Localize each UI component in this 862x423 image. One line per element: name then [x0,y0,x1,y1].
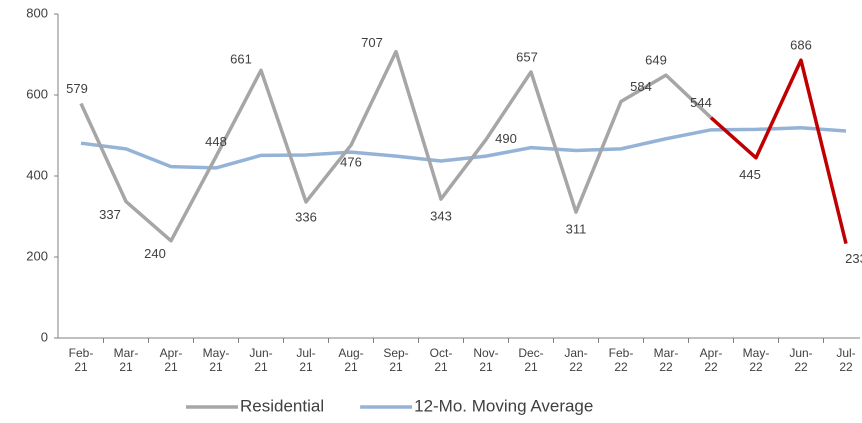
x-tick-label: Aug-21 [338,346,363,374]
data-label: 445 [739,167,761,182]
y-tick-label: 400 [26,167,48,182]
x-tick-label: Feb-22 [609,346,634,374]
data-label: 584 [630,79,652,94]
y-tick-label: 200 [26,248,48,263]
series-line-highlight [709,58,848,245]
data-label: 233 [845,251,862,266]
x-tick-label: Mar-21 [114,346,139,374]
data-label: 579 [66,81,88,96]
x-tick-label: May-21 [203,346,230,374]
data-label: 544 [690,95,712,110]
data-label: 476 [340,155,362,170]
x-tick-label: Jul-22 [836,346,855,374]
x-tick-label: Oct-21 [430,346,453,374]
data-label: 657 [516,49,538,64]
x-tick-label: Jul-21 [296,346,315,374]
data-label: 336 [295,209,317,224]
y-tick-label: 0 [41,329,48,344]
x-tick-label: Mar-22 [654,346,679,374]
y-tick-label: 600 [26,86,48,101]
x-tick-label: Dec-21 [518,346,543,374]
series-line [79,49,713,243]
data-label: 240 [144,246,166,261]
data-label: 448 [205,134,227,149]
x-tick-label: Sep-21 [383,346,408,374]
data-label: 707 [361,35,383,50]
x-tick-label: Nov-21 [473,346,498,374]
x-tick-label: Feb-21 [69,346,94,374]
x-tick-label: Jan-22 [564,346,587,374]
data-label: 661 [230,52,252,67]
data-label: 490 [495,131,517,146]
legend-label: 12-Mo. Moving Average [414,396,593,415]
data-label: 649 [645,53,667,68]
data-label: 343 [430,209,452,224]
data-label: 686 [790,38,812,53]
y-tick-label: 800 [26,5,48,20]
x-tick-label: Jun-22 [789,346,812,374]
x-tick-label: Apr-21 [160,346,183,374]
legend-label: Residential [240,396,324,415]
data-label: 337 [99,207,121,222]
data-label: 311 [566,221,587,236]
x-tick-label: Apr-22 [700,346,723,374]
x-tick-label: Jun-21 [249,346,272,374]
x-tick-label: May-22 [743,346,770,374]
